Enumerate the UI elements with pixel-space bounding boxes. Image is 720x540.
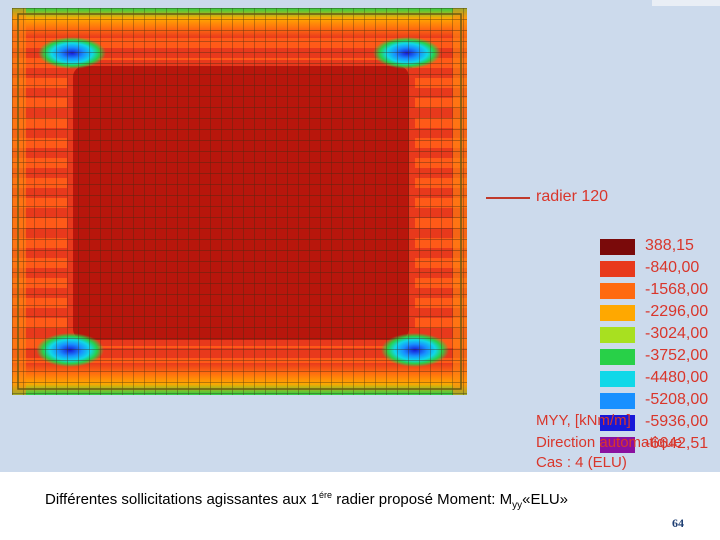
- legend-line-swatch: [486, 197, 530, 199]
- scale-swatch: [600, 393, 635, 409]
- scale-value: -5936,00: [645, 413, 709, 430]
- scale-row: -3752,00: [600, 346, 720, 368]
- scale-swatch: [600, 261, 635, 277]
- scale-value: -4480,00: [645, 369, 709, 386]
- scale-row: -840,00: [600, 258, 720, 280]
- scale-value: -840,00: [645, 259, 700, 276]
- legend-label: radier 120: [536, 188, 609, 205]
- scale-swatch: [600, 283, 635, 299]
- window-edge: [652, 0, 720, 6]
- scale-swatch: [600, 239, 635, 255]
- direction-label: Direction automatique: [536, 434, 682, 451]
- scale-value: -3024,00: [645, 325, 709, 342]
- scale-row: -2296,00: [600, 302, 720, 324]
- moment-contour-map[interactable]: [12, 8, 467, 395]
- caption-superscript: ére: [319, 490, 333, 500]
- scale-swatch: [600, 437, 635, 453]
- load-case-label: Cas : 4 (ELU): [536, 454, 627, 471]
- scale-value: -2296,00: [645, 303, 709, 320]
- scale-value: -3752,00: [645, 347, 709, 364]
- scale-swatch: [600, 415, 635, 431]
- caption-text-2: radier proposé Moment: M: [332, 491, 513, 508]
- caption-text-3: «ELU»: [522, 491, 569, 508]
- contour-svg: [12, 8, 467, 395]
- caption-text: Différentes sollicitations agissantes au…: [45, 491, 320, 508]
- scale-row: -1568,00: [600, 280, 720, 302]
- page-number: 64: [672, 516, 684, 530]
- caption-subscript: yy: [512, 500, 523, 511]
- scale-value: -1568,00: [645, 281, 709, 298]
- result-type: MYY, [kNm/m]: [536, 412, 631, 429]
- scale-swatch: [600, 327, 635, 343]
- scale-row: -3024,00: [600, 324, 720, 346]
- slide-caption: Différentes sollicitations agissantes au…: [45, 490, 568, 511]
- scale-swatch: [600, 305, 635, 321]
- scale-value: 388,15: [645, 237, 694, 254]
- scale-row: -6642,51: [600, 434, 720, 456]
- scale-row: -4480,00: [600, 368, 720, 390]
- scale-value: -6642,51: [645, 435, 709, 452]
- scale-value: -5208,00: [645, 391, 709, 408]
- scale-swatch: [600, 371, 635, 387]
- software-viewport: radier 120 388,15 -840,00 -1568,00 -2296…: [0, 0, 720, 472]
- scale-row: -5936,00: [600, 412, 720, 434]
- scale-row: -5208,00: [600, 390, 720, 412]
- scale-row: 388,15: [600, 236, 720, 258]
- scale-swatch: [600, 349, 635, 365]
